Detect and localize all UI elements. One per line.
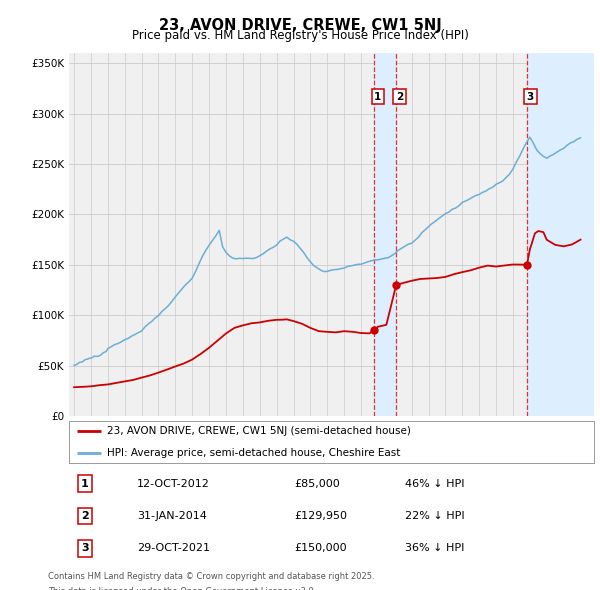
Bar	[374, 53, 396, 416]
Bar	[527, 53, 594, 416]
Text: 23, AVON DRIVE, CREWE, CW1 5NJ (semi-detached house): 23, AVON DRIVE, CREWE, CW1 5NJ (semi-det…	[107, 427, 410, 436]
Text: 36% ↓ HPI: 36% ↓ HPI	[405, 543, 464, 553]
Text: 22% ↓ HPI: 22% ↓ HPI	[405, 511, 464, 521]
Text: Contains HM Land Registry data © Crown copyright and database right 2025.: Contains HM Land Registry data © Crown c…	[48, 572, 374, 581]
Text: 31-JAN-2014: 31-JAN-2014	[137, 511, 207, 521]
Text: Price paid vs. HM Land Registry's House Price Index (HPI): Price paid vs. HM Land Registry's House …	[131, 30, 469, 42]
Text: 2: 2	[396, 91, 403, 101]
Text: 3: 3	[527, 91, 534, 101]
Text: 29-OCT-2021: 29-OCT-2021	[137, 543, 210, 553]
Text: £85,000: £85,000	[295, 478, 341, 489]
Text: £150,000: £150,000	[295, 543, 347, 553]
Text: This data is licensed under the Open Government Licence v3.0.: This data is licensed under the Open Gov…	[48, 586, 316, 590]
Text: 12-OCT-2012: 12-OCT-2012	[137, 478, 210, 489]
Text: 1: 1	[374, 91, 382, 101]
Text: 1: 1	[81, 478, 89, 489]
Text: 46% ↓ HPI: 46% ↓ HPI	[405, 478, 464, 489]
Text: 23, AVON DRIVE, CREWE, CW1 5NJ: 23, AVON DRIVE, CREWE, CW1 5NJ	[158, 18, 442, 32]
Text: HPI: Average price, semi-detached house, Cheshire East: HPI: Average price, semi-detached house,…	[107, 448, 400, 457]
Text: 2: 2	[81, 511, 89, 521]
Text: 3: 3	[81, 543, 89, 553]
Text: £129,950: £129,950	[295, 511, 348, 521]
